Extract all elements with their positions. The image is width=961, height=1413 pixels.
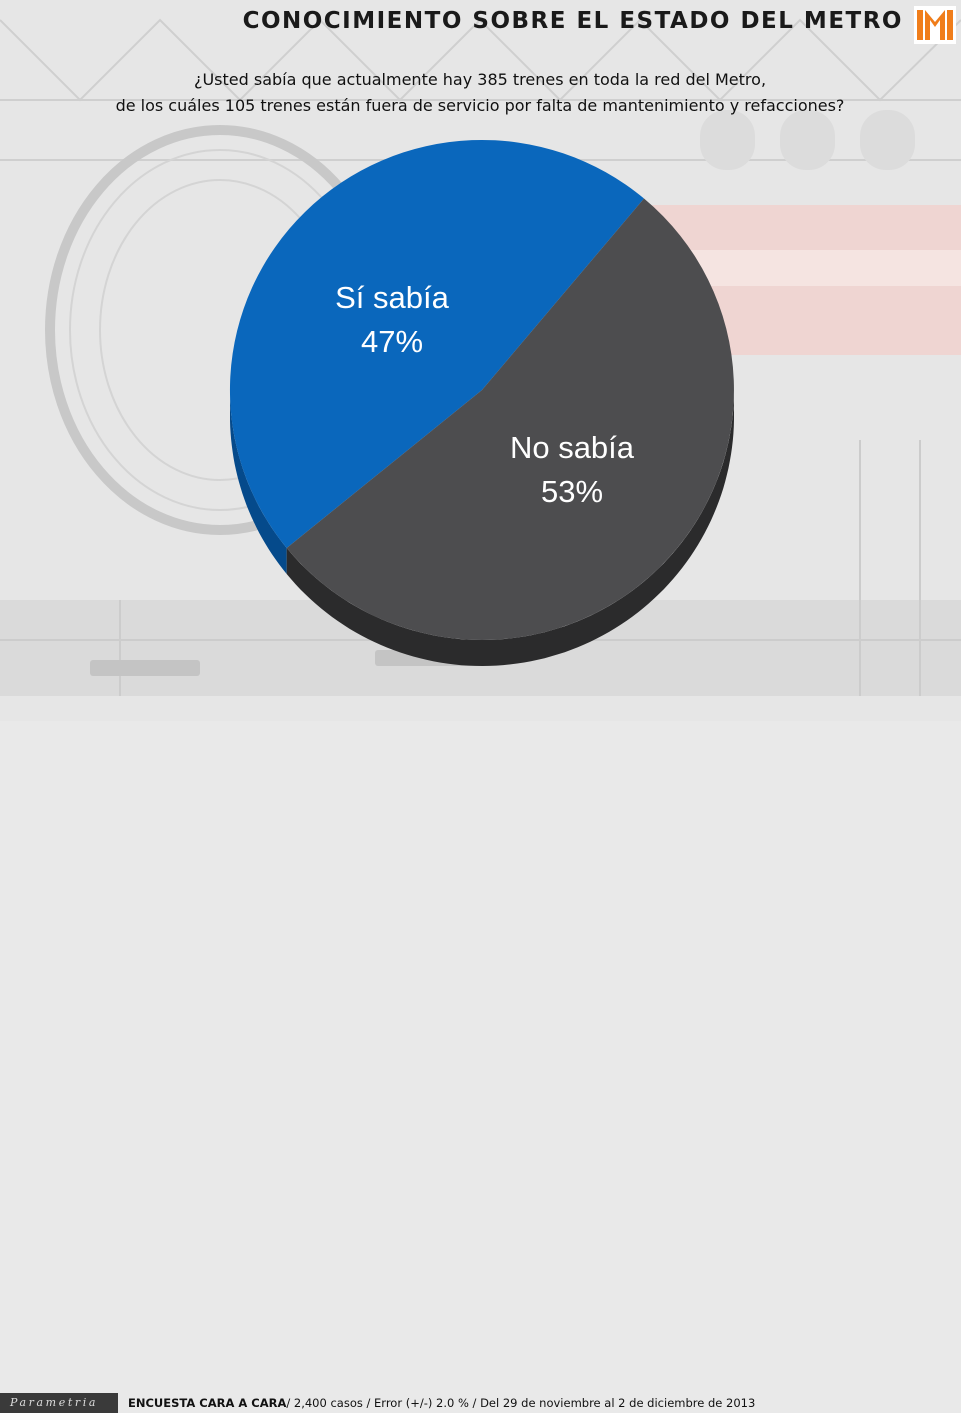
pie-side-si-sabia <box>230 394 287 574</box>
pie-side <box>230 393 734 666</box>
metro-logo-icon <box>914 6 956 44</box>
survey-method: ENCUESTA CARA A CARA <box>128 1396 287 1410</box>
slice-value-no-sabia: 53% <box>541 474 603 509</box>
slice-label-si-sabia: Sí sabía <box>335 280 449 315</box>
page-title: CONOCIMIENTO SOBRE EL ESTADO DEL METRO <box>242 8 903 34</box>
pie-chart: Sí sabía 47% No sabía 53% <box>229 139 734 666</box>
background-photo <box>0 18 961 696</box>
brand-label: Parametria <box>0 1393 118 1413</box>
pie-side-no-sabia <box>286 393 734 666</box>
question-line-2: de los cuáles 105 trenes están fuera de … <box>115 96 845 115</box>
header-bar: CONOCIMIENTO SOBRE EL ESTADO DEL METRO <box>0 0 961 46</box>
survey-details: / 2,400 casos / Error (+/-) 2.0 % / Del … <box>286 1396 756 1410</box>
pie-slice-no-sabia <box>286 198 734 640</box>
footer: Parametria ENCUESTA CARA A CARA/ 2,400 c… <box>0 696 961 1413</box>
question-line-1: ¿Usted sabía que actualmente hay 385 tre… <box>193 70 767 89</box>
pie-slice-si-sabia <box>229 139 644 548</box>
slice-label-no-sabia: No sabía <box>510 430 635 465</box>
survey-footnote: ENCUESTA CARA A CARA/ 2,400 casos / Erro… <box>128 1396 755 1410</box>
slice-value-si-sabia: 47% <box>361 324 423 359</box>
